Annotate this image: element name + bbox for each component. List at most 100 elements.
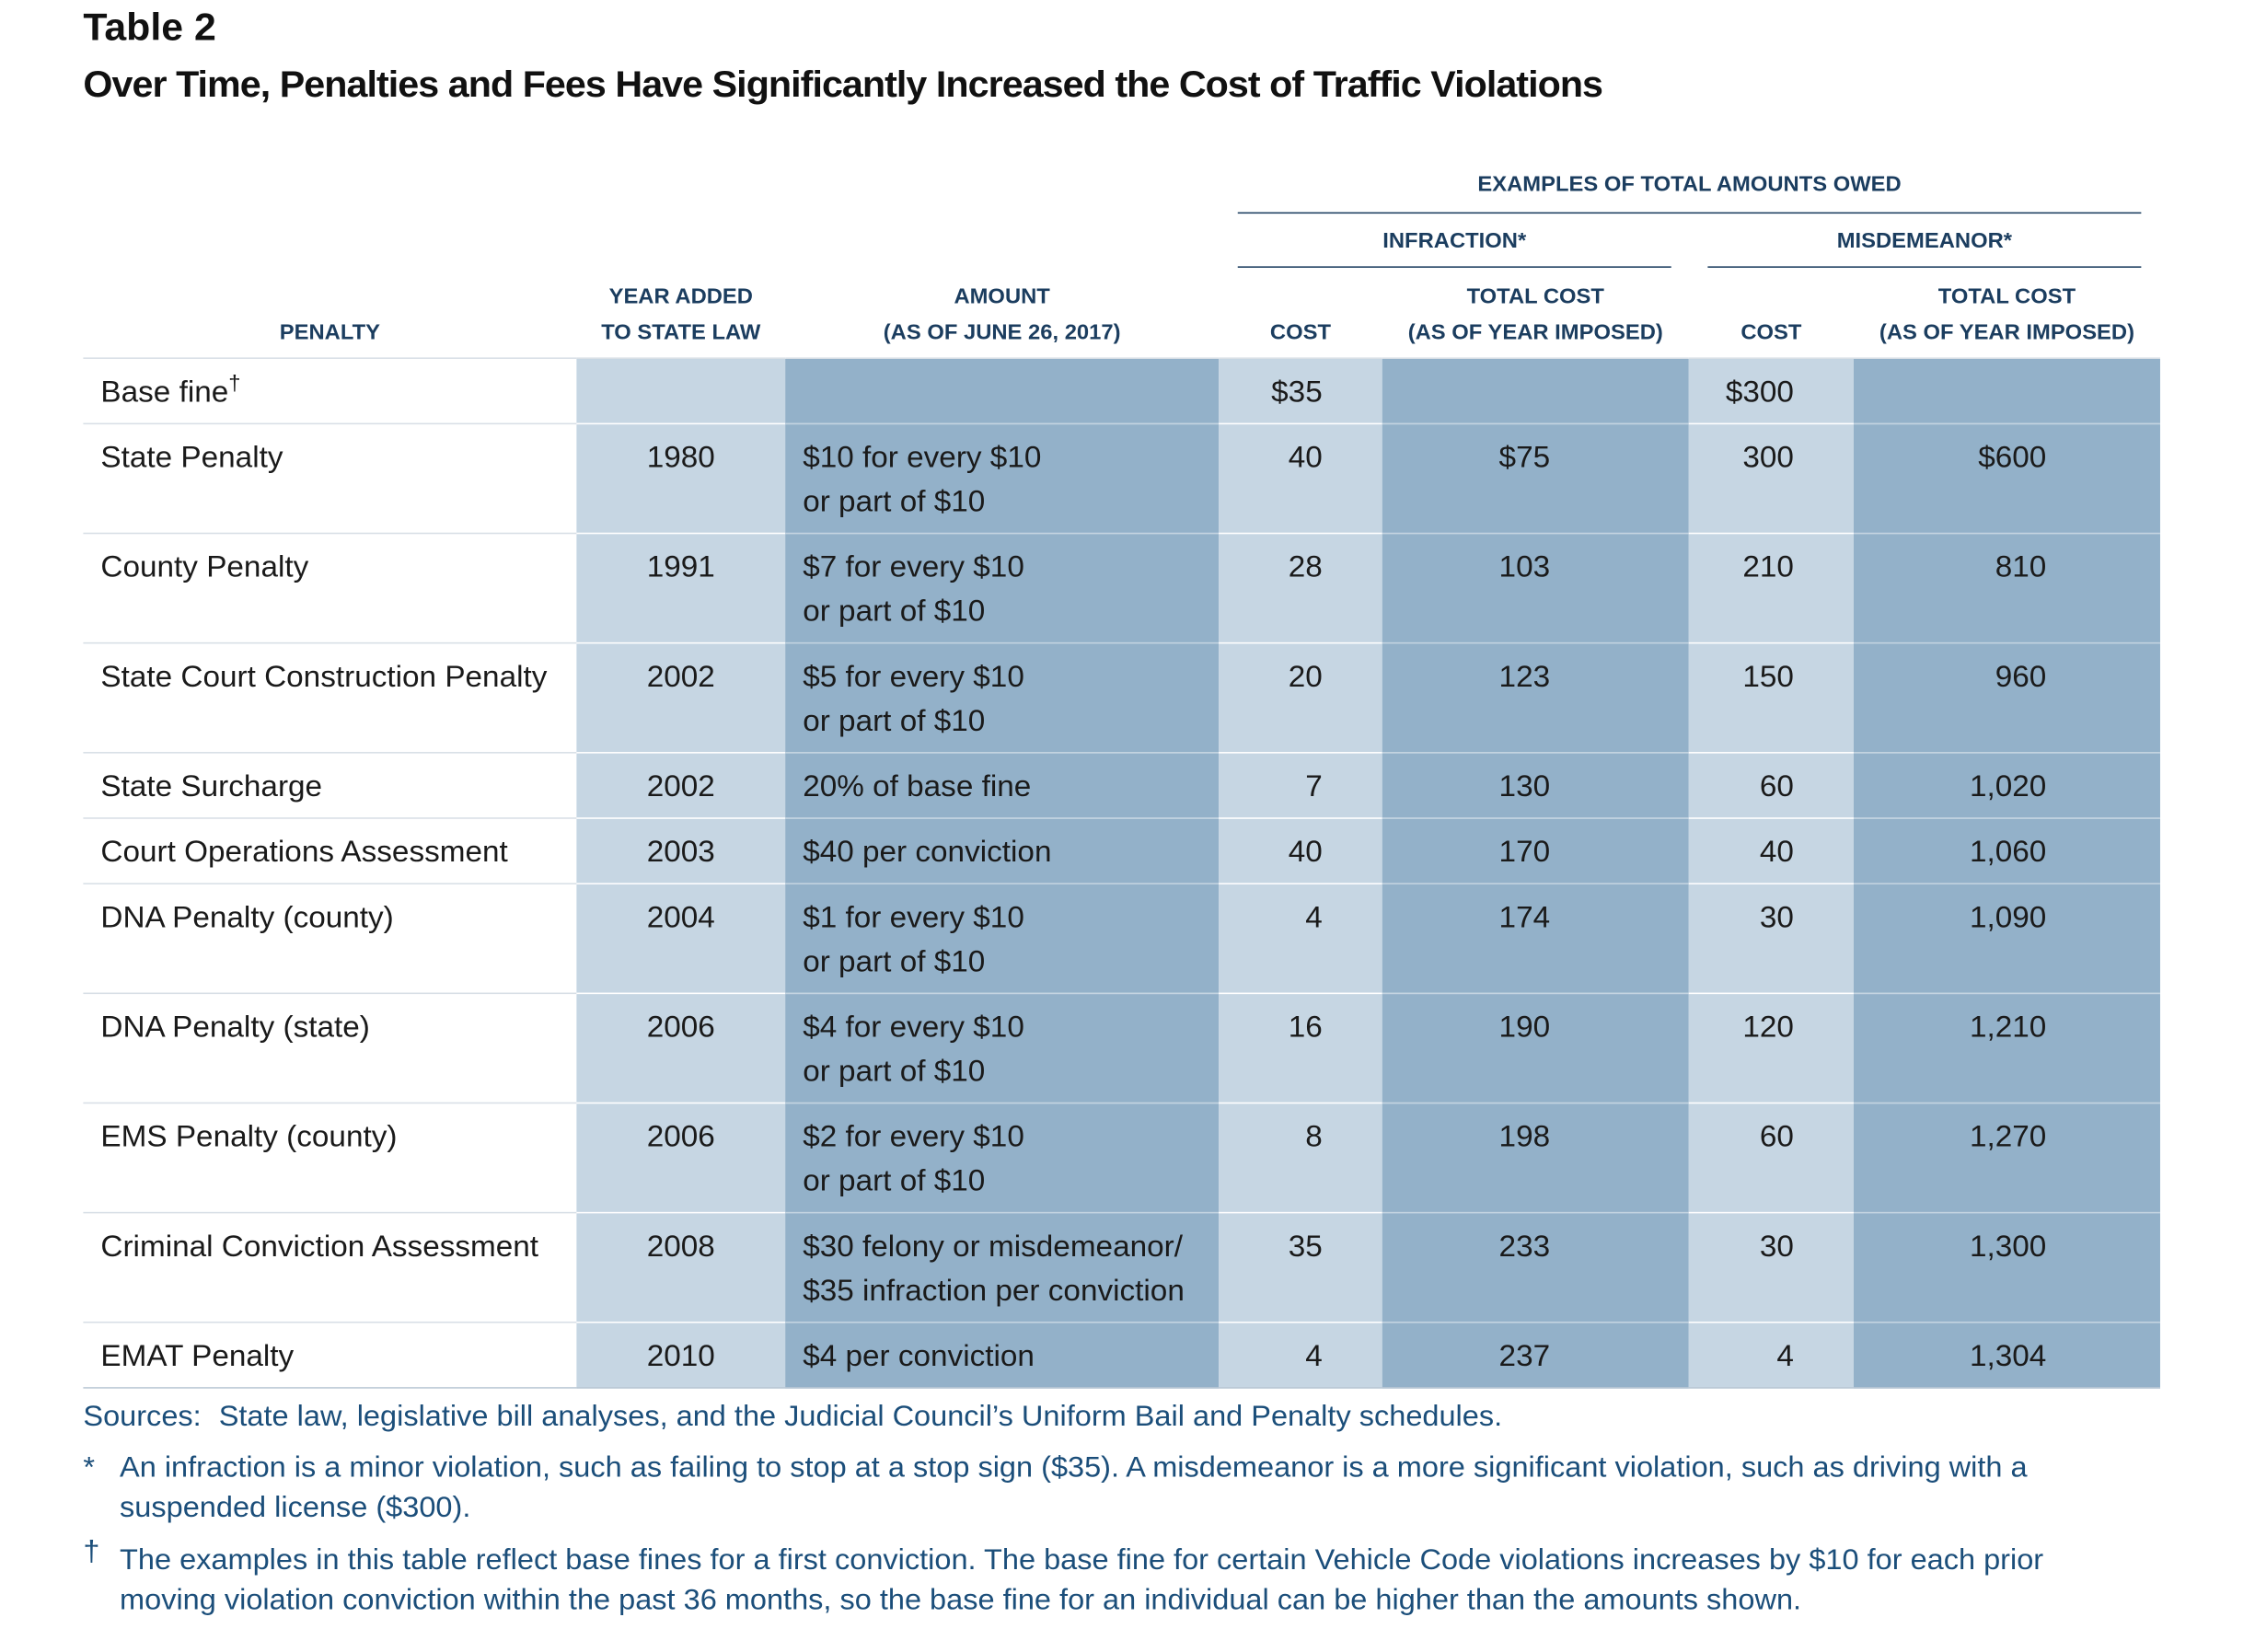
footnote-mark: † [228, 371, 241, 397]
table-cell: 1,300 [1853, 1211, 2160, 1323]
cell-text: $40 per conviction [803, 836, 1052, 869]
cell-text: 20% of base fine [803, 770, 1032, 803]
table-cell: State Surcharge [83, 752, 577, 818]
row-label: EMS Penalty (county) [100, 1120, 398, 1154]
table-cell: 35 [1219, 1211, 1382, 1323]
table-cell [785, 357, 1220, 424]
cell-text: 300 [1742, 441, 1794, 475]
table-cell: 960 [1853, 641, 2160, 753]
row-label: County Penalty [100, 550, 309, 584]
table-cell: 130 [1382, 752, 1689, 818]
table-cell: 103 [1382, 532, 1689, 643]
cell-text: 60 [1759, 1120, 1794, 1154]
footnote-symbol: * [83, 1450, 96, 1484]
rule [1237, 212, 2142, 214]
table-row: Criminal Conviction Assessment 2008 $30 fe… [83, 1211, 2160, 1323]
cell-text: or part of $10 [803, 945, 986, 979]
row-label: Criminal Conviction Assessment [100, 1230, 539, 1264]
table-cell: 2002 [576, 752, 786, 818]
table-cell: $2 for every $10 or part of $10 [785, 1102, 1220, 1213]
table-row: State Penalty 1980 $10 for every $10 or par… [83, 422, 2160, 534]
cell-text: 1,210 [1969, 1011, 2047, 1045]
cell-text: $10 for every $10 [803, 441, 1042, 475]
cell-text: 960 [1995, 660, 2047, 694]
table-cell [576, 357, 786, 424]
cell-text: 233 [1498, 1230, 1551, 1264]
table-cell: Base fine† [83, 357, 577, 424]
cell-text: $600 [1978, 441, 2047, 475]
table-cell: 2002 [576, 641, 786, 753]
cell-text: 237 [1498, 1340, 1551, 1373]
cell-text: 8 [1305, 1120, 1323, 1154]
row-label: DNA Penalty (county) [100, 901, 394, 935]
column-header: (AS OF JUNE 26, 2017) [883, 320, 1121, 345]
table-cell: 190 [1382, 992, 1689, 1103]
table-cell: EMS Penalty (county) [83, 1102, 577, 1213]
table-cell: 7 [1219, 752, 1382, 818]
cell-text: 40 [1759, 836, 1794, 869]
cell-text: $4 for every $10 [803, 1011, 1024, 1045]
column-header: (AS OF YEAR IMPOSED) [1407, 320, 1663, 345]
sources-label: Sources: [83, 1400, 202, 1433]
row-label: Base fine [100, 375, 229, 410]
cell-text: 2002 [646, 770, 715, 803]
footnote-text: The examples in this table reflect base … [120, 1543, 2044, 1617]
cell-text: 2010 [646, 1340, 715, 1373]
table-cell: 198 [1382, 1102, 1689, 1213]
table-cell: 170 [1382, 817, 1689, 884]
table-cell: 28 [1219, 532, 1382, 643]
table-cell: 810 [1853, 532, 2160, 643]
table-cell: 1,270 [1853, 1102, 2160, 1213]
table-cell: 1,060 [1853, 817, 2160, 884]
table-cell: 2006 [576, 992, 786, 1103]
table-cell: 40 [1688, 817, 1854, 884]
table-cell: 237 [1382, 1321, 1689, 1389]
column-header: COST [1269, 320, 1331, 345]
table-cell: 2003 [576, 817, 786, 884]
table-cell: 150 [1688, 641, 1854, 753]
table-cell: 174 [1382, 883, 1689, 994]
table-cell: $600 [1853, 422, 2160, 534]
cell-text: or part of $10 [803, 704, 986, 738]
table-cell: 4 [1219, 1321, 1382, 1389]
table-row: County Penalty 1991 $7 for every $10 or par… [83, 532, 2160, 643]
cell-text: 20 [1288, 660, 1323, 694]
cell-text: 30 [1759, 901, 1794, 935]
table-cell: 1980 [576, 422, 786, 534]
table-cell: 2010 [576, 1321, 786, 1389]
table-cell: EMAT Penalty [83, 1321, 577, 1389]
table-cell: 123 [1382, 641, 1689, 753]
cell-text: $30 felony or misdemeanor/ [803, 1230, 1183, 1264]
table-cell: 120 [1688, 992, 1854, 1103]
cell-text: or part of $10 [803, 485, 986, 519]
row-label: State Court Construction Penalty [100, 660, 548, 694]
table-cell: 233 [1382, 1211, 1689, 1323]
cell-text: $7 for every $10 [803, 550, 1024, 584]
cell-text: or part of $10 [803, 595, 986, 629]
column-header: TO STATE LAW [601, 320, 761, 345]
cell-text: 170 [1498, 836, 1551, 869]
table-cell: $75 [1382, 422, 1689, 534]
table-cell: Court Operations Assessment [83, 817, 577, 884]
table-cell: 40 [1219, 817, 1382, 884]
cell-text: 150 [1742, 660, 1794, 694]
cell-text: $35 [1271, 375, 1323, 410]
cell-text: 1,300 [1969, 1230, 2047, 1264]
column-header: COST [1740, 320, 1802, 345]
table-cell: DNA Penalty (state) [83, 992, 577, 1103]
column-header: (AS OF YEAR IMPOSED) [1879, 320, 2135, 345]
cell-text: 4 [1776, 1340, 1794, 1373]
cell-text: $4 per conviction [803, 1340, 1035, 1373]
table-cell: 60 [1688, 1102, 1854, 1213]
table-cell: Criminal Conviction Assessment [83, 1211, 577, 1323]
table-cell: DNA Penalty (county) [83, 883, 577, 994]
cell-text: 2003 [646, 836, 715, 869]
table-cell: 30 [1688, 1211, 1854, 1323]
table-cell: 60 [1688, 752, 1854, 818]
table-cell: $30 felony or misdemeanor/ $35 infraction… [785, 1211, 1220, 1323]
sources-text: State law, legislative bill analyses, an… [218, 1400, 1503, 1433]
cell-text: 1980 [646, 441, 715, 475]
rule [1707, 266, 2142, 268]
table-cell: $4 per conviction [785, 1321, 1220, 1389]
table-cell: 8 [1219, 1102, 1382, 1213]
